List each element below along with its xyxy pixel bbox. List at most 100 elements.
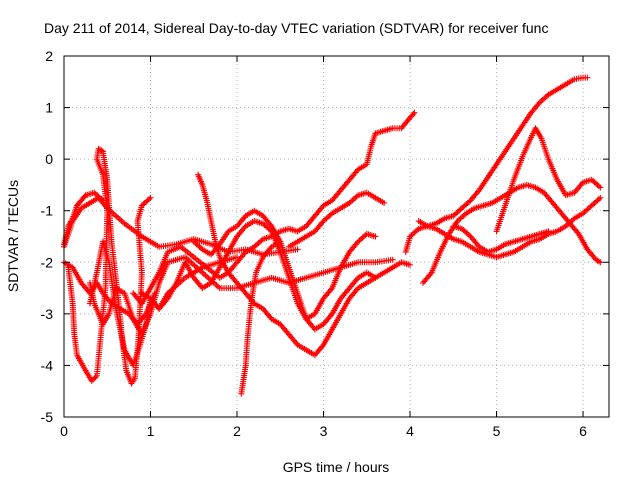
data-point-arc-h xyxy=(261,221,268,228)
y-tick-label: -4 xyxy=(41,357,54,373)
data-point-arc-m xyxy=(457,206,464,213)
data-point-arc-p xyxy=(590,178,597,185)
data-point-arc-g xyxy=(257,238,264,245)
data-point-arc-m xyxy=(407,233,414,240)
data-point-arc-l xyxy=(350,196,357,203)
data-point-arc-m xyxy=(536,99,543,106)
data-point-arc-j xyxy=(372,274,379,281)
data-point-arc-c xyxy=(91,375,98,382)
data-point-arc-h xyxy=(359,234,366,241)
data-point-arc-o xyxy=(597,259,604,266)
data-point-arc-o xyxy=(461,211,468,218)
data-marks xyxy=(61,74,604,397)
data-point-arc-n xyxy=(595,196,602,203)
data-point-arc-i xyxy=(193,241,200,248)
data-point-arc-b xyxy=(91,189,98,196)
data-point-arc-n xyxy=(582,207,589,214)
data-point-arc-b xyxy=(92,190,99,197)
data-point-arc-i xyxy=(190,238,197,245)
data-point-arc-g xyxy=(411,109,418,116)
data-point-arc-l xyxy=(321,216,328,223)
data-point-arc-l xyxy=(324,214,331,221)
data-point-arc-m xyxy=(414,227,421,234)
data-point-arc-g xyxy=(251,243,258,250)
data-point-arc-h xyxy=(264,224,271,231)
data-point-arc-c xyxy=(92,374,99,381)
data-point-arc-b xyxy=(98,196,105,203)
x-axis-label: GPS time / hours xyxy=(283,459,390,475)
data-point-arc-c xyxy=(140,201,147,208)
data-point-arc-h xyxy=(360,233,367,240)
data-point-arc-f xyxy=(389,256,396,263)
data-point-arc-n xyxy=(590,201,597,208)
grid-lines xyxy=(64,56,609,417)
data-point-arc-n xyxy=(597,194,604,201)
data-point-arc-h xyxy=(372,233,379,240)
data-point-arc-c xyxy=(146,196,153,203)
data-point-arc-l xyxy=(347,198,354,205)
x-tick-label: 1 xyxy=(147,423,155,439)
data-point-arc-m xyxy=(584,74,591,81)
y-tick-label: 2 xyxy=(45,48,53,64)
data-point-arc-p xyxy=(591,179,598,186)
data-point-arc-n xyxy=(584,206,591,213)
data-point-arc-n xyxy=(591,199,598,206)
axis-ticks: 0 1 2 3 4 5 6 -5 -4 -3 -2 -1 0 1 2 xyxy=(41,48,609,439)
x-tick-label: 0 xyxy=(60,423,68,439)
data-point-arc-k xyxy=(277,238,284,245)
data-point-arc-q xyxy=(464,230,471,237)
chart-title: Day 211 of 2014, Sidereal Day-to-day VTE… xyxy=(44,20,548,36)
data-point-arc-m xyxy=(539,96,546,103)
x-tick-label: 5 xyxy=(493,423,501,439)
data-point-arc-m xyxy=(454,209,461,216)
data-point-arc-l xyxy=(352,194,359,201)
data-point-arc-m xyxy=(411,229,418,236)
data-point-arc-m xyxy=(466,198,473,205)
x-tick-label: 3 xyxy=(320,423,328,439)
data-point-arc-n xyxy=(587,203,594,210)
data-point-arc-n xyxy=(580,210,587,217)
data-point-arc-l xyxy=(323,215,330,222)
data-point-arc-c xyxy=(147,194,154,201)
data-point-arc-h xyxy=(358,236,365,243)
data-point-arc-h xyxy=(356,237,363,244)
data-point-arc-m xyxy=(541,95,548,102)
data-point-arc-n xyxy=(585,205,592,212)
data-point-arc-q xyxy=(461,228,468,235)
data-point-arc-g xyxy=(254,241,261,248)
data-point-arc-m xyxy=(460,203,467,210)
data-point-arc-n xyxy=(581,209,588,216)
data-point-arc-q xyxy=(466,232,473,239)
data-point-arc-q xyxy=(463,229,470,236)
data-point-arc-p xyxy=(588,176,595,183)
data-point-arc-m xyxy=(450,212,457,219)
data-point-arc-g xyxy=(258,237,265,244)
data-point-arc-m xyxy=(463,201,470,208)
data-point-arc-h xyxy=(355,238,362,245)
data-point-arc-o xyxy=(458,214,465,221)
data-point-arc-n xyxy=(562,223,569,230)
data-point-arc-h xyxy=(262,223,269,230)
data-point-arc-g xyxy=(255,239,262,246)
data-point-arc-b xyxy=(94,192,101,199)
data-point-arc-c xyxy=(89,376,96,383)
data-point-arc-h xyxy=(265,225,272,232)
data-point-arc-l xyxy=(381,199,388,206)
data-point-arc-q xyxy=(545,228,552,235)
data-point-arc-c xyxy=(88,377,95,384)
data-point-arc-l xyxy=(353,193,360,200)
data-point-arc-m xyxy=(461,202,468,209)
data-point-arc-m xyxy=(458,205,465,212)
data-point-arc-i xyxy=(407,261,414,268)
y-tick-label: -3 xyxy=(41,306,54,322)
data-point-arc-i xyxy=(196,243,203,250)
data-point-arc-c xyxy=(144,197,151,204)
data-point-arc-h xyxy=(259,220,266,227)
data-point-arc-m xyxy=(408,232,415,239)
data-point-arc-c xyxy=(143,198,150,205)
data-point-arc-m xyxy=(464,199,471,206)
y-tick-label: 0 xyxy=(45,151,53,167)
data-point-arc-l xyxy=(320,218,327,225)
y-axis-label: SDTVAR / TECUs xyxy=(5,180,21,292)
data-point-arc-l xyxy=(346,199,353,206)
